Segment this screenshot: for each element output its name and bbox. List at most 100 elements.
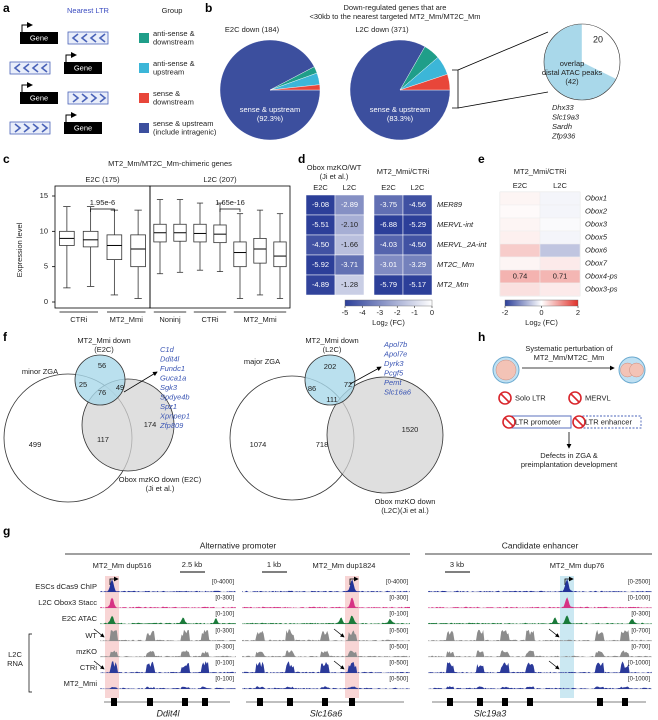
row-label: Obox3-ps [585, 284, 618, 293]
gene-name: C1d [160, 345, 175, 354]
track-range: [0-700] [631, 645, 650, 651]
pointer-arrow [93, 660, 105, 670]
scale-label: 3 kb [450, 560, 464, 569]
y-axis-label: Expression level [15, 222, 24, 277]
track-group-label: RNA [7, 659, 23, 668]
c-title: MT2_Mm/MT2C_Mm-chimeric genes [108, 159, 232, 168]
ltr-chevron [40, 63, 48, 73]
gene-name: Fundc1 [160, 364, 185, 373]
track-range: [0-700] [631, 629, 650, 635]
gene-name: Sgk3 [160, 383, 178, 392]
heatmap-cell [499, 230, 541, 245]
overlap-label: overlap [560, 59, 585, 68]
signal-track [242, 686, 410, 689]
group-swatch [139, 93, 149, 103]
group-label: (include intragenic) [153, 127, 217, 136]
track-range: [0-300] [389, 596, 408, 602]
gene-name: Slc16a6 [384, 387, 412, 396]
track-label: CTRi [80, 663, 97, 672]
heatmap-cell [499, 256, 541, 271]
row-label: MERVL-int [437, 220, 474, 229]
pointer-arrow [548, 660, 560, 670]
row-label: Obox4-ps [585, 271, 618, 280]
venn-label: (E2C) [94, 345, 114, 354]
pie-label: (92.3%) [257, 114, 284, 123]
colorbar-tick-label: 2 [576, 308, 580, 317]
pointer-arrow [333, 660, 345, 670]
heatmap-cell [499, 204, 541, 219]
tss-arrow [564, 576, 574, 585]
panel-label: c [3, 152, 10, 166]
y-tick-label: 5 [44, 262, 48, 271]
gene-name: Slc16a6 [310, 708, 343, 718]
panel-label: e [478, 152, 485, 166]
highlight [560, 576, 574, 698]
track-label: WT [85, 631, 97, 640]
venn-label: (Ji et al.) [146, 484, 175, 493]
venn-count: 174 [144, 420, 157, 429]
cell-label: -3.29 [409, 260, 426, 269]
heatmap-cell [402, 274, 433, 296]
colorbar [504, 299, 579, 307]
group-label: anti-sense & [153, 29, 195, 38]
pvalue-label: 1.95e-6 [90, 198, 115, 207]
track-group-bracket [28, 633, 32, 693]
section-title: Alternative promoter [200, 540, 277, 550]
gene-name: Spdye4b [160, 392, 190, 401]
ltr-chevron [23, 123, 31, 133]
cell-label: 0.74 [513, 271, 528, 280]
track-range: [0-300] [631, 612, 650, 618]
track-range: [0-2500] [628, 580, 650, 586]
venn-count: 499 [29, 440, 42, 449]
exon [502, 698, 508, 706]
track-range: [0-100] [215, 612, 234, 618]
cell-label: -6.88 [380, 220, 397, 229]
track-range: [0-300] [215, 629, 234, 635]
x-tick-label: CTRi [201, 315, 218, 324]
track-range: [0-100] [215, 661, 234, 667]
signal-track [100, 629, 236, 641]
cell-label: -5.17 [409, 280, 426, 289]
tss-arrow [21, 82, 33, 92]
colorbar-tick-label: -2 [394, 308, 401, 317]
cell-label: -4.03 [380, 240, 397, 249]
colorbar-tick-label: -5 [342, 308, 349, 317]
ltr-chevron [99, 93, 107, 103]
gene-name: Xpnpep1 [159, 411, 190, 420]
heatmap-cell [539, 282, 581, 297]
d-header: (Ji et al.) [320, 172, 349, 181]
row-label: MER89 [437, 200, 463, 209]
panel-label: d [298, 152, 305, 166]
row-label: Obox1 [585, 193, 607, 202]
group-label: sense & upstream [153, 119, 213, 128]
gene-name: Guca1a [160, 373, 186, 382]
box [130, 234, 146, 268]
exon [349, 698, 355, 706]
column-label: E2C [313, 183, 328, 192]
venn-label: major ZGA [244, 357, 280, 366]
colorbar-tick-label: -1 [411, 308, 418, 317]
heatmap-cell [539, 217, 581, 232]
box [233, 241, 247, 268]
track-range: [0-100] [389, 612, 408, 618]
pvalue-bracket [90, 208, 115, 212]
ban-slash [574, 417, 584, 427]
locus-name: MT2_Mm dup1824 [313, 561, 376, 570]
h-title: Systematic perturbation of [525, 344, 613, 353]
gene-name: Zfp936 [551, 131, 576, 140]
venn-count: 56 [98, 361, 106, 370]
ltr-chevron [22, 63, 30, 73]
e-title: MT2_Mmi/CTRi [514, 167, 567, 176]
tss-arrow [109, 576, 119, 585]
gene-name: Apol7e [383, 349, 407, 358]
ltr-header: Nearest LTR [67, 6, 110, 15]
heatmap-cell [499, 282, 541, 297]
track-range: [0-100] [215, 677, 234, 683]
ltr-chevron [31, 63, 39, 73]
heatmap-cell [539, 256, 581, 271]
track-label: mzKO [76, 647, 97, 656]
ltr-chevron [81, 93, 89, 103]
colorbar-label-base: Log [372, 318, 385, 327]
colorbar-label: Log2 (FC) [372, 318, 405, 328]
colorbar-label-rest: (FC) [541, 318, 559, 327]
